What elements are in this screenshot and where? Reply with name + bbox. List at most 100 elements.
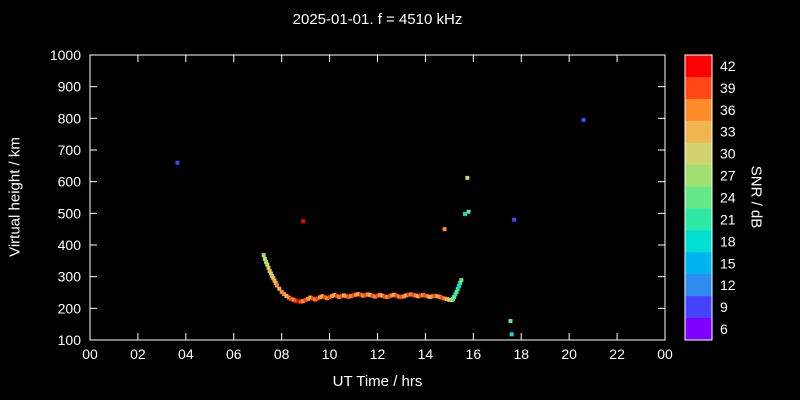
- data-point: [273, 281, 278, 285]
- x-tick-label: 04: [178, 346, 194, 362]
- data-point: [289, 296, 294, 301]
- data-point: [298, 299, 303, 304]
- scatter-points: [175, 117, 586, 337]
- data-point: [456, 284, 461, 289]
- chart-title: 2025-01-01. f = 4510 kHz: [292, 11, 463, 28]
- y-tick-label: 300: [58, 269, 82, 285]
- data-point: [509, 332, 514, 337]
- data-point: [310, 296, 315, 301]
- data-point: [261, 253, 266, 258]
- data-point: [373, 294, 378, 299]
- data-point: [301, 299, 306, 304]
- data-point: [430, 294, 435, 299]
- colorbar-tick-label: 42: [720, 58, 736, 74]
- data-point: [447, 297, 452, 302]
- y-axis-ticks: 100 200 300 400 500 600 700 800 900 1000: [50, 47, 665, 348]
- y-tick-label: 900: [58, 79, 82, 95]
- data-point: [175, 160, 180, 165]
- data-point: [440, 295, 445, 300]
- data-point: [442, 296, 447, 301]
- data-point: [363, 293, 368, 298]
- data-point: [433, 293, 437, 298]
- data-point: [334, 293, 339, 298]
- x-axis-label: UT Time / hrs: [332, 373, 423, 390]
- data-point: [466, 209, 471, 214]
- data-point: [437, 294, 442, 299]
- data-point: [377, 293, 382, 298]
- data-point: [404, 293, 409, 298]
- data-point: [270, 274, 275, 279]
- data-point: [406, 292, 411, 297]
- colorbar-tick-label: 15: [720, 255, 736, 271]
- x-tick-label: 00: [82, 346, 98, 362]
- data-point: [454, 289, 459, 294]
- x-tick-label: 18: [513, 346, 529, 362]
- data-point: [329, 293, 334, 298]
- data-point: [453, 292, 458, 297]
- data-point: [375, 293, 380, 298]
- colorbar-label: SNR / dB: [747, 165, 765, 229]
- data-point: [266, 265, 271, 270]
- data-point: [368, 293, 373, 298]
- y-tick-label: 600: [58, 174, 82, 190]
- data-point: [322, 295, 327, 300]
- data-point: [361, 293, 366, 298]
- x-tick-label: 14: [418, 346, 434, 362]
- data-point: [320, 294, 325, 299]
- colorbar-band: [685, 186, 712, 209]
- data-point: [365, 292, 370, 297]
- y-tick-label: 800: [58, 110, 82, 126]
- y-tick-label: 500: [58, 205, 82, 221]
- colorbar-ticks: 42 39 36 33 30 27 24 21 18 15 12 9 6: [720, 58, 736, 337]
- data-point: [271, 276, 276, 281]
- x-tick-label: 22: [609, 346, 625, 362]
- data-point: [385, 294, 390, 299]
- colorbar-frame: [684, 54, 713, 341]
- data-point: [380, 293, 385, 298]
- colorbar-band: [685, 296, 712, 319]
- data-point: [268, 271, 273, 276]
- data-point: [458, 281, 463, 285]
- data-point: [462, 211, 467, 216]
- data-point: [444, 297, 449, 302]
- data-point: [279, 289, 284, 294]
- data-point: [332, 293, 337, 298]
- data-point: [356, 292, 361, 297]
- x-axis-ticks: 00 02 04 06 08 10 12 14 16 18 20 22 00: [82, 55, 673, 362]
- data-point: [387, 294, 392, 299]
- data-point: [264, 260, 269, 265]
- colorbar-tick-label: 30: [720, 146, 736, 162]
- data-point: [341, 293, 346, 298]
- data-point: [397, 294, 402, 299]
- data-point: [286, 295, 291, 300]
- data-point: [327, 295, 332, 300]
- data-point: [423, 293, 428, 298]
- colorbar-tick-label: 33: [720, 124, 736, 140]
- colorbar-tick-label: 27: [720, 168, 736, 184]
- colorbar-band: [685, 76, 712, 100]
- data-point: [399, 294, 404, 299]
- data-point: [267, 268, 272, 273]
- data-point: [508, 319, 513, 323]
- data-point: [455, 287, 460, 292]
- x-tick-label: 20: [561, 346, 577, 362]
- x-tick-label: 00: [657, 346, 673, 362]
- y-tick-label: 200: [58, 300, 82, 316]
- colorbar-band: [685, 208, 712, 231]
- colorbar-band: [685, 252, 712, 275]
- data-point: [294, 298, 299, 303]
- data-point: [428, 294, 433, 299]
- data-point: [325, 296, 330, 301]
- x-tick-label: 08: [274, 346, 290, 362]
- data-point: [389, 293, 394, 298]
- data-point: [349, 293, 354, 298]
- data-point: [296, 299, 301, 304]
- y-tick-label: 400: [58, 237, 82, 253]
- data-point: [344, 294, 349, 299]
- data-point: [339, 293, 344, 298]
- data-point: [301, 219, 306, 224]
- data-point: [315, 296, 320, 301]
- data-point: [265, 262, 270, 267]
- colorbar-band: [685, 164, 712, 188]
